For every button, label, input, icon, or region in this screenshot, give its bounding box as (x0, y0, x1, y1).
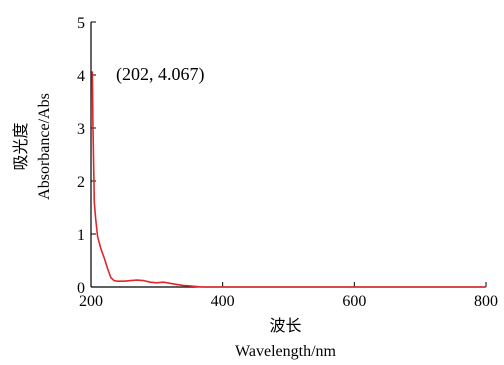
series-layer (91, 71, 486, 288)
y-tick-label: 5 (77, 15, 85, 32)
x-axis-title: Wavelength/nm (235, 343, 336, 360)
y-axis-title: Absorbance/Abs (36, 93, 53, 200)
peak-annotation: (202, 4.067) (116, 64, 205, 85)
x-tick-label: 200 (79, 293, 103, 310)
y-tick-label: 4 (77, 68, 85, 85)
x-tick-label: 600 (342, 293, 366, 310)
x-axis-title-chinese: 波长 (269, 317, 301, 335)
y-axis-title-chinese: 吸光度 (12, 122, 30, 170)
y-tick-label: 2 (77, 174, 85, 191)
axes (90, 22, 486, 288)
x-tick-label: 400 (211, 293, 235, 310)
x-tick-label: 800 (474, 293, 498, 310)
absorbance-line (91, 71, 486, 288)
y-tick-label: 3 (77, 121, 85, 138)
y-tick-label: 1 (77, 227, 85, 244)
ticks: 0 1 2 3 4 5 200 400 600 800 (77, 15, 498, 310)
y-tick-label: 0 (77, 280, 85, 297)
